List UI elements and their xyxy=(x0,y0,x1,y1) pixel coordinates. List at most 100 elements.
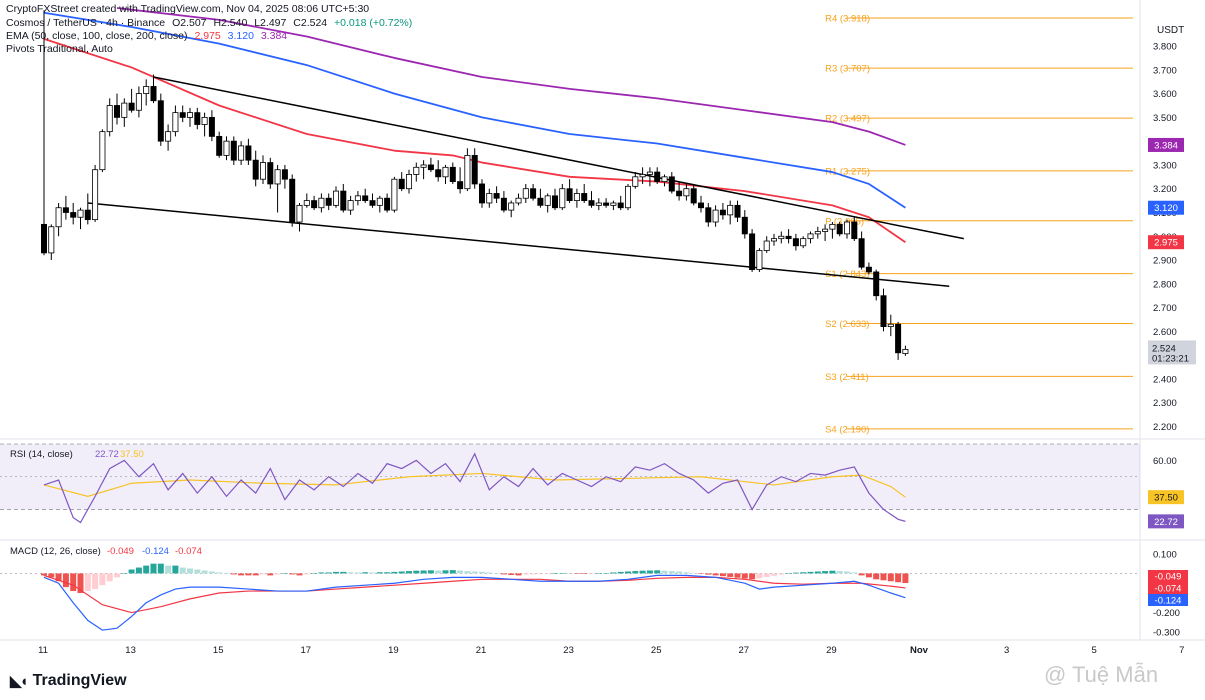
macd-hist-bar xyxy=(625,571,631,574)
candle-body xyxy=(500,197,507,211)
macd-hist-bar xyxy=(92,573,99,590)
macd-hist-bar xyxy=(427,570,434,574)
candle-body xyxy=(822,228,829,232)
ohlc-open: O2.507 xyxy=(172,17,207,29)
time-tick-label: 15 xyxy=(213,645,224,656)
candle-body xyxy=(238,145,245,161)
candle-body xyxy=(712,209,719,223)
candle-body xyxy=(814,231,821,235)
candle-body xyxy=(106,105,113,133)
candle-body xyxy=(902,349,909,354)
candle-body xyxy=(683,188,690,197)
ohlc-low: L2.497 xyxy=(254,17,287,29)
macd-hist-bar xyxy=(559,573,566,574)
candle-body xyxy=(62,207,69,213)
macd-title: MACD (12, 26, close) xyxy=(10,546,101,557)
candle-body xyxy=(522,188,529,199)
candle-body xyxy=(405,174,412,190)
candle-body xyxy=(741,216,748,235)
macd-hist-bar xyxy=(573,573,580,574)
candle-body xyxy=(384,197,391,211)
candle-body xyxy=(84,209,91,221)
price-badge xyxy=(1148,235,1184,250)
macd-hist-bar xyxy=(493,573,500,574)
macd-hist-bar xyxy=(792,572,799,574)
macd-hist-bar xyxy=(384,572,391,574)
candle-body xyxy=(157,100,164,142)
candle-body xyxy=(661,176,668,182)
candle-body xyxy=(442,166,449,178)
macd-hist-bar xyxy=(646,570,653,574)
macd-hist-bar xyxy=(887,573,894,582)
macd-hist-bar xyxy=(479,571,485,574)
candle-body xyxy=(566,188,573,201)
candle-body xyxy=(464,155,471,190)
price-badge-label: 2.975 xyxy=(1154,238,1178,249)
pivot-label: S1 (2.843) xyxy=(825,269,869,280)
macd-hist-bar xyxy=(84,573,91,592)
price-tick-label: 3.800 xyxy=(1153,42,1177,53)
candle-body xyxy=(588,200,595,206)
candle-body xyxy=(646,171,653,175)
candle-body xyxy=(391,178,398,211)
price-badge-label: 3.384 xyxy=(1154,140,1178,151)
candles xyxy=(41,10,909,360)
macd-hist-bar xyxy=(727,573,734,577)
ohlc-change: +0.018 (+0.72%) xyxy=(334,17,413,29)
candle-body xyxy=(690,188,697,204)
time-axis: 11131517192123252729Nov3579 xyxy=(38,645,1184,656)
macd-hist-bar xyxy=(55,573,62,582)
macd-hist-bar xyxy=(106,573,113,582)
macd-hist-bar xyxy=(734,573,741,578)
macd-line xyxy=(43,574,906,631)
candle-body xyxy=(668,176,675,192)
macd-hist-bar xyxy=(398,571,405,574)
macd-hist-bar xyxy=(303,573,310,575)
pivot-label: R4 (3.918) xyxy=(825,13,870,24)
tradingview-logo: ◣◖ TradingView xyxy=(10,672,127,690)
candle-body xyxy=(267,162,274,185)
candle-body xyxy=(632,176,639,187)
candle-body xyxy=(340,190,347,211)
macd-hist-bar xyxy=(522,573,529,575)
candle-body xyxy=(552,195,559,209)
time-tick-label: 29 xyxy=(826,645,837,656)
macd-hist-bar xyxy=(749,573,756,580)
candle-body xyxy=(55,207,62,228)
candle-body xyxy=(274,169,281,185)
macd-hist-bar xyxy=(311,573,318,574)
macd-hist-bar xyxy=(165,565,172,574)
macd-hist-bar xyxy=(369,572,376,574)
macd-hist-bar xyxy=(99,573,106,586)
macd-hist-bar xyxy=(537,573,544,575)
macd-hist-bar xyxy=(143,565,150,574)
candle-body xyxy=(734,204,741,218)
price-tick-label: 3.700 xyxy=(1153,65,1177,76)
candle-body xyxy=(186,112,193,118)
rsi-badge-label: 37.50 xyxy=(1154,493,1178,504)
macd-hist-bar xyxy=(800,572,807,574)
candle-body xyxy=(478,183,485,204)
macd-hist-bar xyxy=(325,572,332,574)
macd-hist-bar xyxy=(771,573,777,576)
candle-body xyxy=(873,271,880,297)
candle-body xyxy=(887,323,894,328)
macd-hist-bar xyxy=(880,573,887,581)
macd-hist-bar xyxy=(719,573,726,577)
rsi-value: 22.72 xyxy=(95,449,119,460)
candle-body xyxy=(895,323,902,354)
candle-body xyxy=(77,209,84,218)
price-tick-label: 2.200 xyxy=(1153,422,1177,433)
candle-body xyxy=(537,197,544,206)
macd-hist-bar xyxy=(829,570,836,574)
macd-hist-bar xyxy=(449,570,456,574)
macd-hist-bar xyxy=(296,573,303,576)
price-badge-label: 3.120 xyxy=(1154,203,1178,214)
macd-hist-bar xyxy=(442,570,449,574)
candle-body xyxy=(259,162,266,180)
candle-body xyxy=(165,131,172,142)
macd-hist-value: -0.049 xyxy=(107,546,134,557)
macd-hist-bar xyxy=(654,570,661,574)
candle-body xyxy=(362,195,369,202)
candle-body xyxy=(800,238,807,247)
